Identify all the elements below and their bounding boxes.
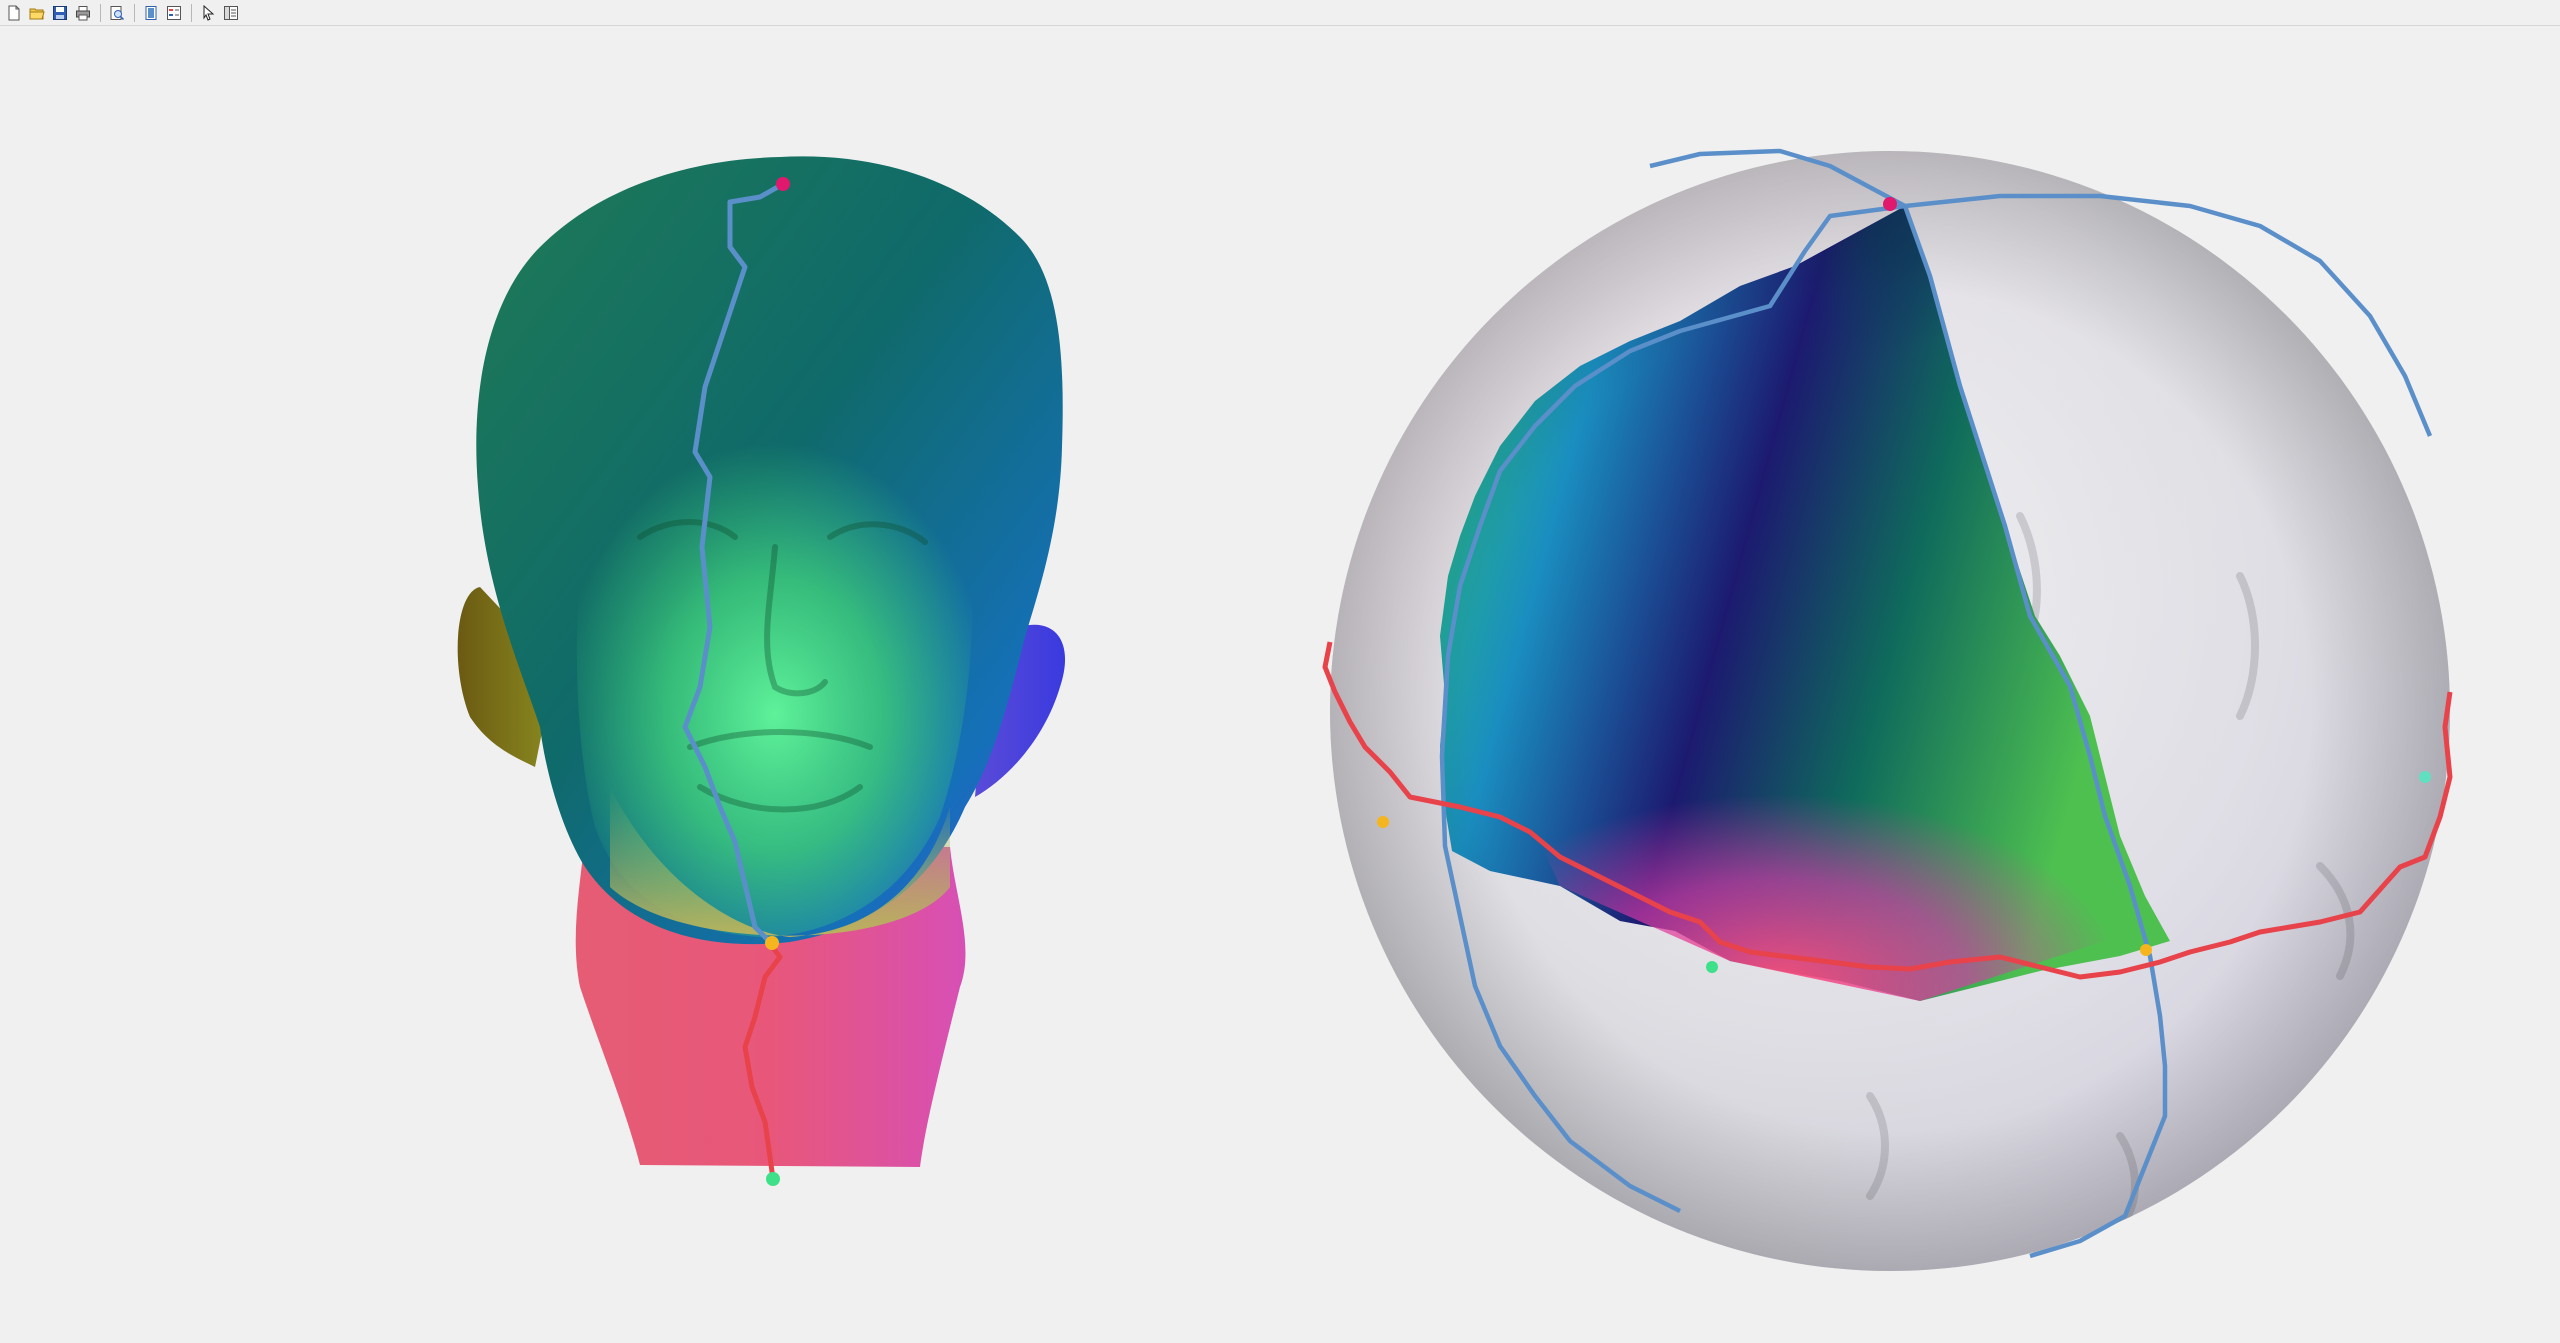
print-preview-icon[interactable] — [107, 3, 127, 23]
head-mesh[interactable] — [457, 156, 1066, 1186]
dock-icon[interactable] — [141, 3, 161, 23]
sphere-cut-red — [1322, 641, 2453, 980]
open-file-icon[interactable] — [27, 3, 47, 23]
sphere-marker-cyan[interactable] — [2419, 771, 2431, 783]
left-ear — [457, 587, 555, 767]
figure-toolbar — [0, 0, 2560, 26]
cut-path-red — [742, 942, 783, 1180]
sphere-cut-blue-1 — [1439, 203, 1906, 1214]
facial-features — [637, 519, 928, 813]
save-icon[interactable] — [50, 3, 70, 23]
toolbar-separator — [134, 3, 135, 22]
pointer-icon[interactable] — [198, 3, 218, 23]
sphere-cut-blue-4 — [1649, 148, 1907, 208]
sphere-cut-blue-3 — [1904, 193, 2433, 437]
sphere-marker-green[interactable] — [1706, 961, 1718, 973]
chin-region — [610, 787, 950, 937]
sphere-rim-shade — [1330, 151, 2450, 1271]
sphere-cut-blue-2 — [1902, 205, 2168, 1259]
property-inspector-icon[interactable] — [221, 3, 241, 23]
marker-magenta[interactable] — [776, 177, 790, 191]
sphere-marker-yellow-right[interactable] — [2140, 944, 2152, 956]
face-region — [576, 443, 973, 937]
marker-green[interactable] — [766, 1172, 780, 1186]
print-icon[interactable] — [73, 3, 93, 23]
toolbar-separator — [100, 3, 101, 22]
new-figure-icon[interactable] — [4, 3, 24, 23]
sphere-marker-yellow-left[interactable] — [1377, 816, 1389, 828]
toolbar-separator — [191, 3, 192, 22]
insert-legend-icon[interactable] — [164, 3, 184, 23]
sphere-parameterization[interactable] — [1322, 148, 2453, 1271]
sphere-marker-magenta[interactable] — [1883, 197, 1897, 211]
cut-path-blue — [682, 181, 785, 944]
marker-yellow[interactable] — [765, 936, 779, 950]
figure-canvas[interactable] — [0, 27, 2560, 1343]
